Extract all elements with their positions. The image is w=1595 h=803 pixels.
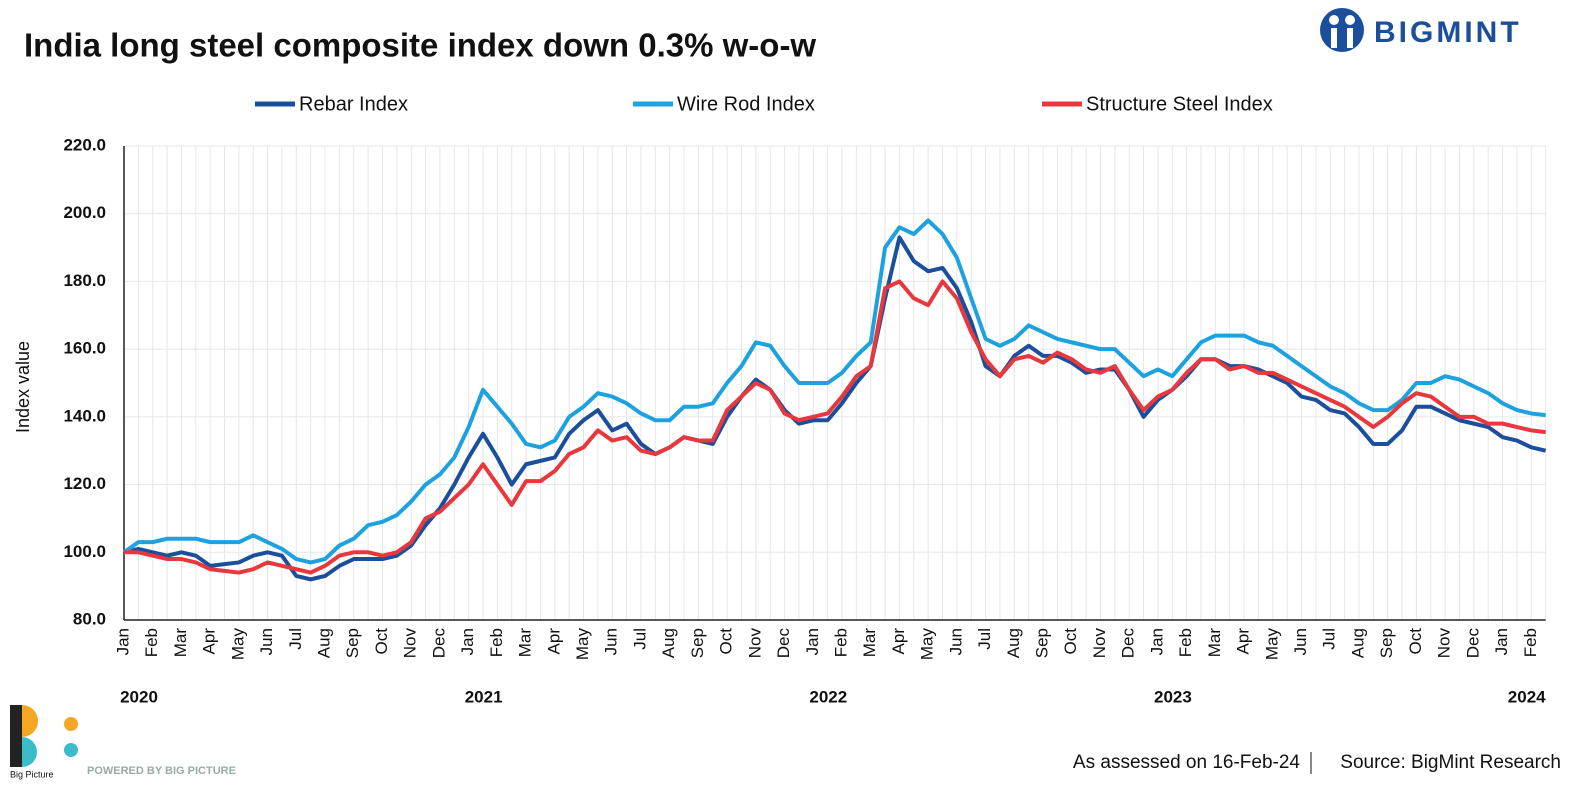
x-tick-label: May [228,628,247,661]
x-tick-label: Apr [1234,628,1253,655]
x-tick-label: May [1262,628,1281,661]
x-tick-label: Jun [1291,628,1310,655]
x-tick-label: Jul [630,628,649,650]
x-tick-label: Sep [1377,628,1396,658]
y-axis-label: Index value [13,341,33,433]
x-tick-label: Aug [315,628,334,658]
x-tick-label: Oct [1406,628,1425,655]
x-tick-label: Aug [1004,628,1023,658]
x-tick-label: Apr [544,628,563,655]
x-tick-label: Mar [1205,628,1224,658]
x-tick-label: Jan [113,628,132,655]
x-tick-label: Jul [975,628,994,650]
logo-icon-part [1347,28,1353,48]
x-tick-label: Aug [659,628,678,658]
footer-source: Source: BigMint Research [1340,752,1561,773]
x-tick-label: Nov [745,628,764,659]
x-tick-label: Aug [1348,628,1367,658]
x-tick-label: May [573,628,592,661]
legend-label: Wire Rod Index [677,93,815,115]
x-tick-label: Feb [831,628,850,657]
legend-label: Structure Steel Index [1086,93,1273,115]
logo-text: BIGMINT [1374,16,1522,49]
x-tick-label: Jul [286,628,305,650]
bigmint-logo: BIGMINT [1320,8,1522,52]
series-line [124,279,1546,575]
x-tick-label: Oct [1061,628,1080,655]
chart-title: India long steel composite index down 0.… [24,27,816,64]
x-tick-label: Jun [946,628,965,655]
x-tick-label: Sep [343,628,362,658]
y-tick-label: 80.0 [73,609,106,628]
x-tick-label: Oct [372,628,391,655]
x-tick-label: Nov [401,628,420,659]
year-label: 2024 [1508,687,1546,706]
x-tick-label: Feb [142,628,161,657]
logo-icon-part [1345,15,1355,25]
brand-text: POWERED BY BIG PICTURE [87,765,236,777]
x-tick-label: Nov [1090,628,1109,659]
x-tick-label: Dec [774,628,793,659]
logo-icon [1320,8,1364,52]
x-tick-label: Feb [1176,628,1195,657]
x-tick-label: Nov [1435,628,1454,659]
logo-shape [22,705,38,737]
x-tick-label: Mar [860,628,879,658]
x-tick-label: Mar [516,628,535,658]
logo-icon-part [1331,28,1337,48]
x-tick-label: Sep [1033,628,1052,658]
y-tick-label: 120.0 [63,474,106,493]
y-tick-label: 180.0 [63,271,106,290]
logo-shape [64,717,78,731]
x-tick-label: Jan [1147,628,1166,655]
series-line [123,235,1547,582]
y-tick-label: 200.0 [63,203,106,222]
logo-shape [22,737,37,767]
x-tick-label: Jan [1492,628,1511,655]
y-tick-label: 100.0 [63,542,106,561]
legend-label: Rebar Index [299,93,408,115]
year-label: 2020 [120,687,158,706]
x-tick-label: Jun [602,628,621,655]
y-tick-label: 140.0 [63,406,106,425]
series-line [122,218,1546,565]
y-tick-label: 160.0 [63,339,106,358]
x-tick-label: Jan [458,628,477,655]
y-tick-label: 220.0 [63,135,106,154]
x-tick-label: Sep [688,628,707,658]
big-picture-logo: Big Picture POWERED BY BIG PICTURE [10,705,236,779]
x-tick-label: Dec [429,628,448,659]
x-tick-label: Jul [1320,628,1339,650]
x-tick-label: Feb [1521,628,1540,657]
x-tick-label: May [918,628,937,661]
x-tick-label: Oct [717,628,736,655]
x-tick-label: Apr [889,628,908,655]
logo-shape [10,705,22,767]
x-tick-label: Apr [200,628,219,655]
year-label: 2022 [809,687,847,706]
year-label: 2023 [1154,687,1192,706]
x-tick-label: Jan [803,628,822,655]
footer-assessed: As assessed on 16-Feb-24 [1073,752,1301,773]
x-tick-label: Jun [257,628,276,655]
logo-icon-part [1329,15,1339,25]
x-tick-label: Dec [1463,628,1482,659]
x-tick-label: Dec [1119,628,1138,659]
year-label: 2021 [465,687,503,706]
x-tick-label: Feb [487,628,506,657]
x-tick-label: Mar [171,628,190,658]
brand-small: Big Picture [10,769,54,779]
logo-shape [64,743,78,757]
